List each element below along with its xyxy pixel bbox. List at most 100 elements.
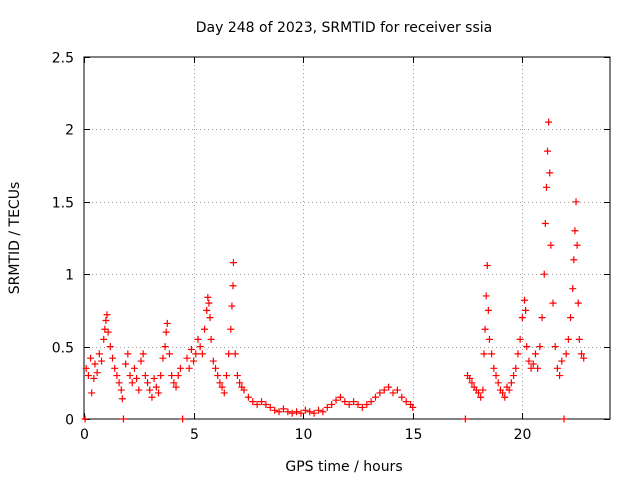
data-point <box>98 357 106 365</box>
data-point <box>512 364 520 372</box>
data-point <box>271 406 279 414</box>
data-point <box>546 169 554 177</box>
data-point <box>301 406 309 414</box>
data-point <box>482 292 490 300</box>
data-point <box>203 306 211 314</box>
data-point <box>284 408 292 416</box>
data-point <box>216 379 224 387</box>
data-point <box>214 372 222 380</box>
data-point <box>475 389 482 397</box>
data-point <box>297 409 305 417</box>
data-point <box>106 343 114 351</box>
data-point <box>518 314 526 322</box>
chart-title: Day 248 of 2023, SRMTID for receiver ssi… <box>196 20 492 36</box>
data-point <box>146 386 154 394</box>
data-point <box>88 389 96 397</box>
data-point <box>126 372 134 380</box>
data-point <box>354 401 362 409</box>
data-point <box>545 118 553 126</box>
data-point <box>95 350 103 358</box>
data-point <box>137 357 145 365</box>
x-tick-label: 20 <box>514 427 532 443</box>
data-point <box>122 360 130 368</box>
data-point <box>505 386 513 394</box>
data-point <box>161 343 169 351</box>
data-point <box>575 335 583 343</box>
data-point <box>207 335 215 343</box>
data-point <box>380 386 388 394</box>
data-point <box>523 343 531 351</box>
data-point <box>393 386 401 394</box>
data-point <box>514 350 522 358</box>
data-point <box>534 364 542 372</box>
data-point <box>159 354 167 362</box>
data-point <box>104 328 112 336</box>
data-point <box>558 357 566 365</box>
data-point <box>212 364 219 372</box>
data-point <box>130 364 138 372</box>
data-point <box>358 403 366 411</box>
data-point <box>345 401 353 409</box>
data-point <box>113 372 121 380</box>
data-point <box>567 314 575 322</box>
data-point <box>328 401 336 409</box>
data-point <box>389 389 397 397</box>
data-point <box>93 369 101 377</box>
data-point <box>288 409 296 417</box>
data-point <box>148 393 156 401</box>
data-point <box>484 306 492 314</box>
data-point <box>306 408 314 416</box>
data-point <box>150 374 158 382</box>
data-point <box>553 364 561 372</box>
data-point <box>544 147 552 155</box>
data-point <box>174 372 182 380</box>
data-point <box>529 360 537 368</box>
data-point <box>141 372 149 380</box>
data-point <box>176 364 184 372</box>
data-point <box>468 379 476 387</box>
data-point <box>198 350 206 358</box>
data-point <box>275 408 283 416</box>
data-point <box>367 398 375 406</box>
x-tick-label: 0 <box>80 427 89 443</box>
data-point <box>133 374 141 382</box>
data-point <box>118 395 126 403</box>
data-point <box>222 372 230 380</box>
data-point <box>225 350 233 358</box>
data-point <box>341 398 349 406</box>
data-point <box>117 386 125 394</box>
data-point <box>521 296 529 304</box>
data-point <box>90 374 98 382</box>
data-point <box>124 350 132 358</box>
x-tick-label: 10 <box>295 427 313 443</box>
data-point <box>144 379 152 387</box>
data-point <box>540 270 548 278</box>
data-point <box>244 393 252 401</box>
data-point <box>205 299 213 307</box>
data-point <box>572 198 580 206</box>
data-point <box>323 403 331 411</box>
data-point <box>103 311 111 319</box>
data-point <box>573 241 581 249</box>
data-point <box>507 379 515 387</box>
data-point <box>139 350 147 358</box>
data-point <box>556 372 564 380</box>
data-point <box>571 227 579 235</box>
data-point <box>227 325 235 333</box>
data-point <box>172 383 180 391</box>
data-point <box>461 415 469 423</box>
data-point <box>168 372 176 380</box>
data-point <box>516 335 524 343</box>
data-point <box>499 389 507 397</box>
data-point <box>279 405 287 413</box>
data-point <box>258 398 266 406</box>
data-point <box>187 345 195 353</box>
data-point <box>501 393 509 401</box>
data-point <box>385 383 393 391</box>
data-point <box>483 262 491 270</box>
data-point <box>87 354 95 362</box>
data-point <box>91 360 99 368</box>
data-point <box>190 357 198 365</box>
data-point <box>398 393 406 401</box>
